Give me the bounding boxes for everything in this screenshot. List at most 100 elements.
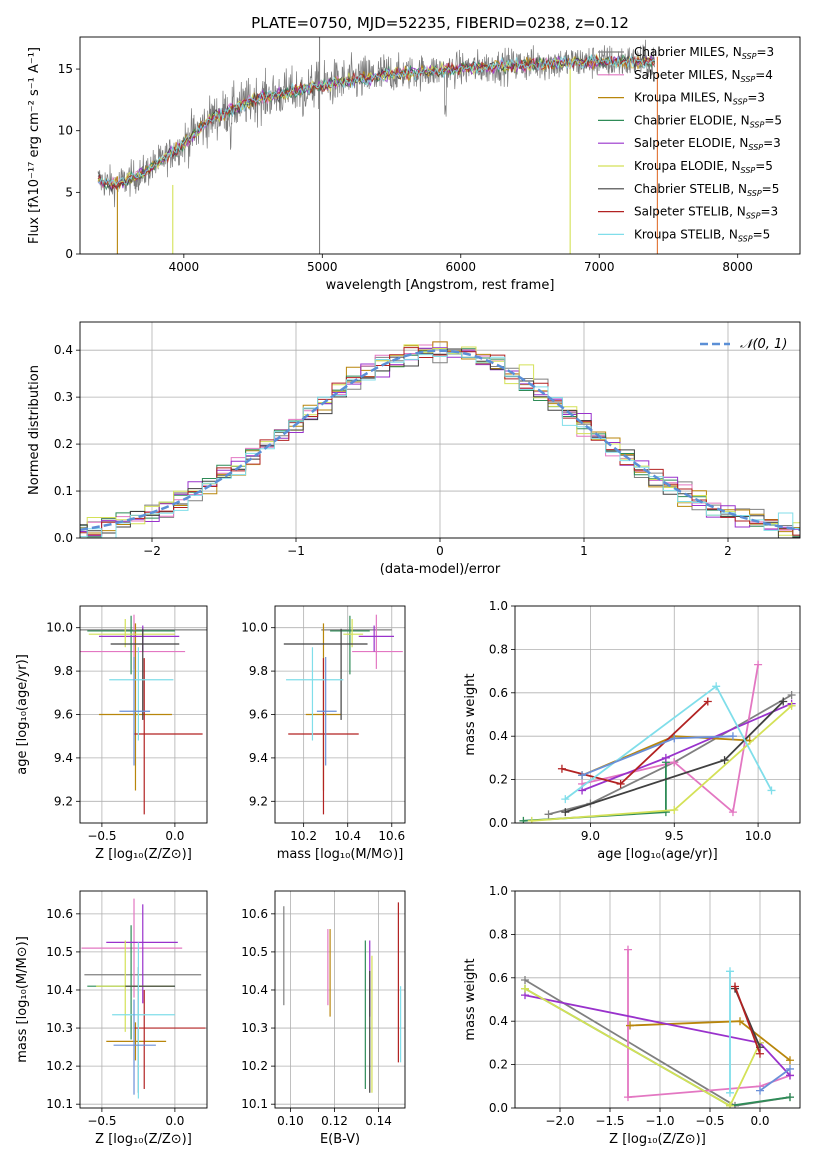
y-tick-label: 10.1	[46, 1097, 73, 1111]
y-axis-label: age [log₁₀(age/yr)]	[15, 654, 30, 775]
legend-subscript: SSP	[747, 189, 762, 198]
mass-weight-marker	[736, 1017, 744, 1026]
legend-subscript: SSP	[750, 120, 765, 129]
plot-area	[283, 902, 402, 1093]
y-axis-label: Normed distribution	[27, 365, 42, 495]
y-tick-label: 0	[65, 247, 73, 261]
x-axis-label: wavelength [Angstrom, rest frame]	[326, 278, 555, 293]
legend-subscript: SSP	[748, 143, 763, 152]
y-tick-label: 0.4	[489, 1014, 508, 1028]
x-axis-label: mass [log₁₀(M/M⊙)]	[277, 847, 404, 862]
legend-entry: Chabrier STELIB, NSSP=5	[634, 182, 779, 198]
x-tick-label: 1	[580, 544, 588, 558]
legend-label: Kroupa STELIB, N	[634, 227, 738, 241]
y-tick-label: 0.4	[489, 729, 508, 743]
mass-weight-marker	[670, 805, 679, 814]
mass-weight-line	[734, 986, 761, 1055]
mass-weight-marker	[527, 816, 536, 823]
y-tick-label: 10.0	[241, 621, 268, 635]
x-tick-label: −1	[287, 544, 305, 558]
mass-weight-marker	[616, 779, 625, 788]
mass-weight-marker	[521, 984, 529, 993]
y-tick-label: 10.3	[46, 1021, 73, 1035]
legend-entry: Kroupa ELODIE, NSSP=5	[634, 159, 773, 175]
legend-count: =5	[755, 159, 773, 173]
x-axis-label: Z [log₁₀(Z/Z⊙)]	[609, 1132, 706, 1147]
legend-entry: Salpeter STELIB, NSSP=3	[634, 205, 778, 221]
legend-subscript: SSP	[733, 98, 748, 107]
y-tick-label: 9.2	[54, 794, 73, 808]
plot-frame	[79, 36, 801, 255]
y-tick-label: 10.4	[46, 983, 73, 997]
mass-weight-marker	[624, 945, 632, 954]
x-tick-label: −0.5	[87, 1114, 116, 1128]
y-tick-label: 0.1	[54, 484, 73, 498]
y-tick-label: 0.4	[54, 343, 73, 357]
y-tick-label: 9.8	[249, 664, 268, 678]
mass-weight-marker	[519, 816, 528, 823]
x-tick-label: 0.0	[165, 1114, 184, 1128]
mass-weight-marker	[703, 697, 712, 706]
legend-subscript: SSP	[741, 75, 756, 84]
x-tick-label: −1.0	[645, 1114, 674, 1128]
legend-label: Chabrier STELIB, N	[634, 182, 747, 196]
y-tick-label: 0.3	[54, 390, 73, 404]
y-tick-label: 9.4	[54, 751, 73, 765]
legend-subscript: SSP	[738, 234, 753, 243]
y-axis-label: mass weight	[463, 673, 478, 755]
y-tick-label: 9.4	[249, 751, 268, 765]
mass-weight-marker	[767, 786, 776, 795]
y-tick-label: 1.0	[489, 884, 508, 898]
y-tick-label: 0.8	[489, 927, 508, 941]
legend-subscript: SSP	[741, 166, 756, 175]
x-axis-label: Z [log₁₀(Z/Z⊙)]	[95, 847, 192, 862]
y-tick-label: 10.2	[241, 1059, 268, 1073]
mass-weight-marker	[786, 1056, 794, 1065]
y-tick-label: 10.0	[46, 621, 73, 635]
mass-weight-marker	[726, 1088, 734, 1097]
legend-label: Chabrier ELODIE, N	[634, 113, 750, 127]
y-tick-label: 10.1	[241, 1097, 268, 1111]
plot-area	[521, 945, 794, 1108]
residual-histogram-step	[80, 352, 800, 538]
mass-weight-marker	[754, 660, 763, 669]
mass-weight-marker	[544, 810, 553, 819]
plot-area	[283, 614, 403, 815]
y-tick-label: 0.2	[489, 773, 508, 787]
y-tick-label: 9.6	[249, 708, 268, 722]
plot-area	[97, 37, 658, 254]
legend-label: Salpeter ELODIE, N	[634, 136, 748, 150]
y-tick-label: 9.6	[54, 708, 73, 722]
mass-weight-marker	[561, 795, 570, 804]
legend-subscript: SSP	[746, 212, 761, 221]
legend-subscript: SSP	[742, 52, 757, 61]
mass-vs-ebv-panel: 0.10 0.12 0.14 10.1 10.2 10.3 10.4 10.5 10.6 E(B-…	[241, 890, 406, 1147]
mass-weight-marker	[756, 1086, 764, 1095]
y-tick-label: 10.5	[241, 945, 268, 959]
x-tick-label: 8000	[722, 260, 753, 274]
legend-entry: Chabrier MILES, NSSP=3	[634, 45, 774, 61]
x-tick-label: 7000	[584, 260, 615, 274]
y-tick-label: 10.5	[46, 945, 73, 959]
x-tick-label: 0.10	[277, 1114, 304, 1128]
mass-weight-marker	[726, 1101, 734, 1108]
legend-count: =3	[763, 136, 781, 150]
plot-frame	[79, 890, 208, 1109]
y-tick-label: 0.2	[489, 1058, 508, 1072]
normal-reference-curve	[80, 349, 800, 532]
legend-count: =3	[760, 205, 778, 219]
x-tick-label: −0.5	[87, 829, 116, 843]
y-tick-label: 10.4	[241, 983, 268, 997]
x-tick-label: 2	[724, 544, 732, 558]
mass-weight-marker	[578, 786, 587, 795]
figure-title: PLATE=0750, MJD=52235, FIBERID=0238, z=0…	[251, 14, 629, 32]
legend-entry: Kroupa STELIB, NSSP=5	[634, 227, 770, 243]
mass-weight-marker	[661, 808, 670, 817]
plot-area	[80, 614, 207, 815]
y-tick-label: 15	[58, 62, 73, 76]
mass-weight-marker	[726, 967, 734, 976]
residual-histogram-step	[80, 348, 800, 538]
mass-weight-marker	[756, 1049, 764, 1058]
x-tick-label: 0.0	[165, 829, 184, 843]
y-tick-label: 0.8	[489, 642, 508, 656]
